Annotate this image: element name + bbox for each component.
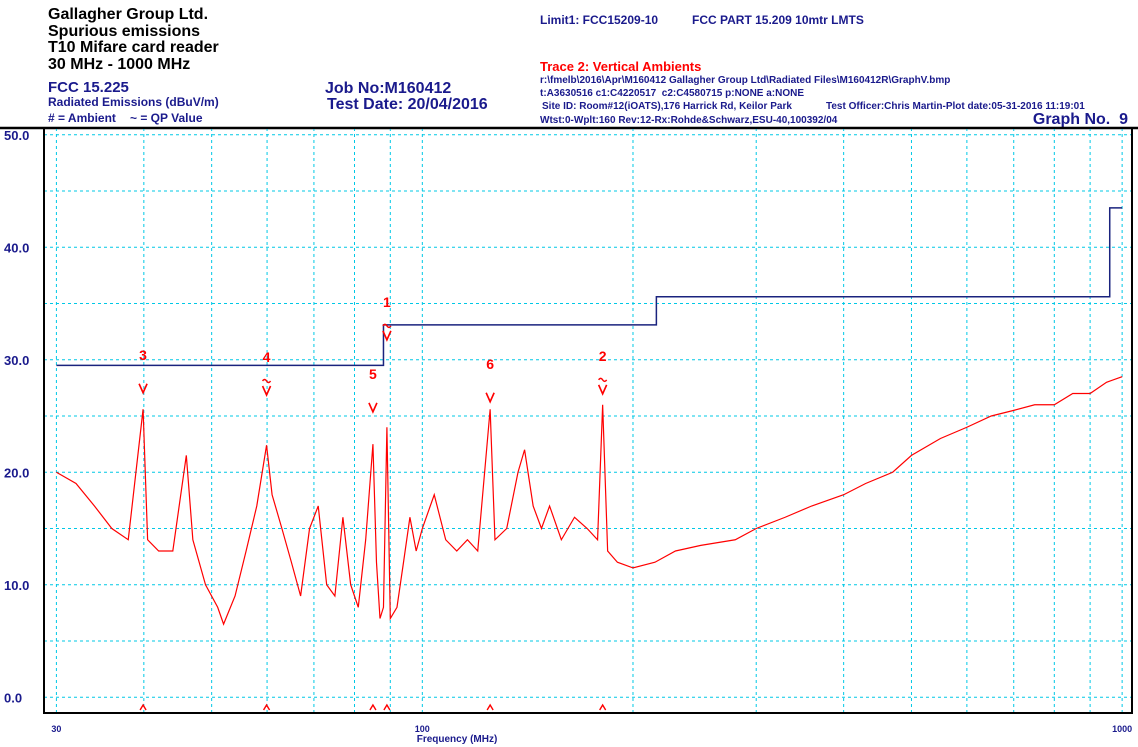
marker-label: 4: [263, 349, 271, 365]
y-tick-label: 50.0: [4, 128, 29, 143]
freq-range: 30 MHz - 1000 MHz: [48, 56, 190, 73]
limit-name: FCC PART 15.209 10mtr LMTS: [692, 13, 864, 27]
qp-key: ~ = QP Value: [130, 111, 203, 125]
axis-marker: [599, 703, 607, 711]
marker-label: 5: [369, 366, 377, 382]
x-tick-label: 1000: [1112, 724, 1132, 734]
qp-symbol: [598, 377, 608, 383]
equipment: Wtst:0-Wplt:160 Rev:12-Rx:Rohde&Schwarz,…: [540, 115, 838, 126]
standard: FCC 15.225: [48, 79, 129, 96]
device: T10 Mifare card reader: [48, 39, 219, 56]
series-line: [56, 376, 1123, 626]
test-name: Spurious emissions: [48, 23, 200, 40]
limit-id: Limit1: FCC15209-10: [540, 13, 658, 27]
marker-label: 6: [486, 356, 494, 372]
y-tick-label: 20.0: [4, 465, 29, 480]
units: Radiated Emissions (dBuV/m): [48, 95, 219, 109]
marker-label: 2: [599, 348, 607, 364]
y-tick-label: 30.0: [4, 353, 29, 368]
trace-name: Trace 2: Vertical Ambients: [540, 59, 701, 74]
axis-marker: [139, 703, 147, 711]
y-tick-label: 0.0: [4, 690, 22, 705]
x-tick-label: 100: [415, 724, 430, 734]
qp-symbol: [382, 323, 392, 329]
cal: t:A3630516 c1:C4220517 c2:C4580715 p:NON…: [540, 88, 804, 99]
marker-label: 1: [383, 294, 391, 310]
marker-point: [382, 330, 392, 342]
axis-marker: [486, 703, 494, 711]
graph-no: Graph No. 9: [1033, 111, 1128, 128]
x-tick-label: 30: [51, 724, 61, 734]
y-tick-label: 40.0: [4, 240, 29, 255]
job: Job No:M160412: [325, 80, 451, 97]
y-tick-label: 10.0: [4, 578, 29, 593]
axis-marker: [262, 703, 271, 711]
date: Test Date: 20/04/2016: [327, 96, 488, 113]
file: r:\fmelb\2016\Apr\M160412 Gallagher Grou…: [540, 75, 950, 86]
marker-point: [485, 392, 495, 404]
axis-marker: [383, 703, 391, 711]
marker-point: [597, 384, 608, 396]
site: Site ID: Room#12(iOATS),176 Harrick Rd, …: [542, 101, 792, 112]
marker-label: 3: [139, 347, 147, 363]
company: Gallagher Group Ltd.: [48, 6, 208, 23]
x-axis-title: Frequency (MHz): [417, 734, 498, 745]
marker-point: [138, 383, 148, 395]
ambient-key: # = Ambient: [48, 111, 116, 125]
axis-marker: [369, 703, 377, 711]
plot-frame: [43, 127, 1133, 714]
qp-symbol: [261, 378, 272, 384]
marker-point: [261, 385, 272, 397]
series-line: [56, 207, 1123, 367]
marker-point: [368, 402, 378, 414]
officer: Test Officer:Chris Martin-Plot date:05-3…: [826, 101, 1085, 112]
